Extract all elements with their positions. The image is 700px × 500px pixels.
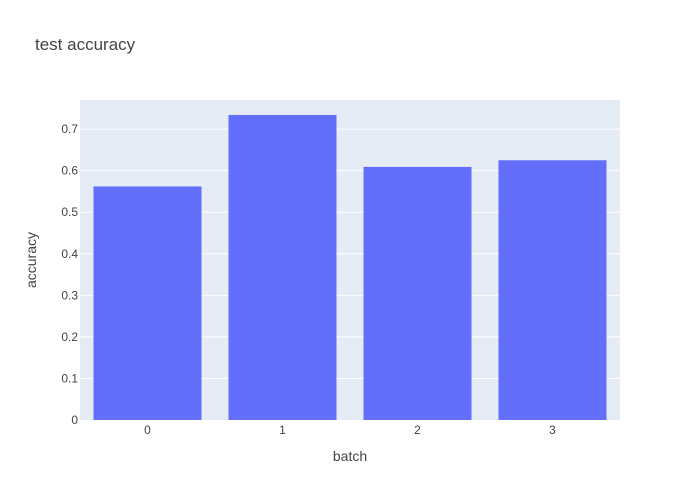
bar-batch-1[interactable] [228, 114, 337, 421]
bar-batch-0[interactable] [93, 186, 202, 420]
y-tick-label: 0.4 [61, 247, 78, 261]
y-tick-label: 0.3 [61, 288, 78, 302]
y-axis-title: accuracy [23, 232, 39, 288]
bars [93, 114, 607, 421]
bar-batch-3[interactable] [498, 160, 607, 420]
x-tick-label: 1 [279, 423, 286, 437]
y-tick-label: 0.5 [61, 205, 78, 219]
chart-title: test accuracy [35, 35, 136, 54]
x-axis-title: batch [333, 448, 367, 464]
x-tick-labels: 0 1 2 3 [144, 423, 556, 437]
y-tick-label: 0.7 [61, 122, 78, 136]
y-tick-label: 0.6 [61, 164, 78, 178]
y-tick-label: 0 [71, 413, 78, 427]
x-tick-label: 2 [414, 423, 421, 437]
y-tick-labels: 0 0.1 0.2 0.3 0.4 0.5 0.6 0.7 [61, 122, 78, 427]
y-tick-label: 0.1 [61, 371, 78, 385]
bar-batch-2[interactable] [363, 166, 472, 420]
x-tick-label: 0 [144, 423, 151, 437]
y-tick-label: 0.2 [61, 330, 78, 344]
x-tick-label: 3 [549, 423, 556, 437]
